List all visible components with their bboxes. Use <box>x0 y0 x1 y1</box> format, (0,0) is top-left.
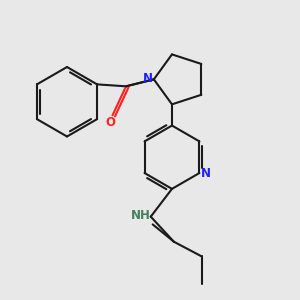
Text: N: N <box>143 72 153 85</box>
Text: NH: NH <box>131 209 151 222</box>
Text: N: N <box>201 167 211 180</box>
Text: O: O <box>106 116 116 129</box>
